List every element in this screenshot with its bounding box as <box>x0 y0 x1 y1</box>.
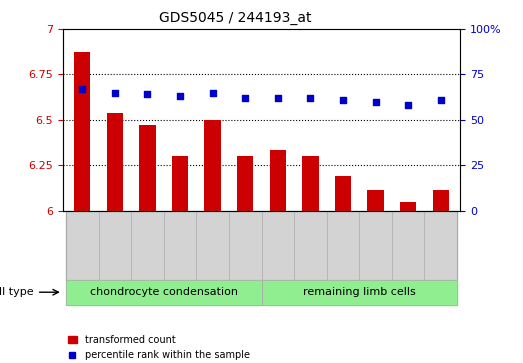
Point <box>209 90 217 95</box>
Point <box>143 91 152 97</box>
Point <box>176 93 184 99</box>
Bar <box>164 211 196 280</box>
Bar <box>392 211 424 280</box>
Point <box>78 86 86 92</box>
Bar <box>433 189 449 211</box>
Point <box>404 102 412 108</box>
Bar <box>262 280 457 305</box>
Point <box>111 90 119 95</box>
Bar <box>229 211 262 280</box>
Bar <box>131 211 164 280</box>
Bar <box>66 211 99 280</box>
Bar <box>400 202 416 211</box>
Bar <box>66 280 262 305</box>
Bar <box>107 113 123 211</box>
Bar <box>270 150 286 211</box>
Text: remaining limb cells: remaining limb cells <box>303 287 416 297</box>
Bar <box>302 156 319 211</box>
Legend: transformed count, percentile rank within the sample: transformed count, percentile rank withi… <box>67 335 250 360</box>
Text: GDS5045 / 244193_at: GDS5045 / 244193_at <box>159 11 312 25</box>
Point <box>306 95 314 101</box>
Bar <box>196 211 229 280</box>
Bar <box>66 211 457 280</box>
Bar <box>359 211 392 280</box>
Point <box>339 97 347 103</box>
Bar <box>74 52 90 211</box>
Point <box>241 95 249 101</box>
Point <box>274 95 282 101</box>
Bar <box>172 156 188 211</box>
Bar <box>367 189 384 211</box>
Bar <box>139 125 156 211</box>
Text: cell type: cell type <box>0 287 33 297</box>
Bar <box>262 211 294 280</box>
Point <box>371 99 380 105</box>
Bar <box>66 280 262 305</box>
Bar <box>294 211 327 280</box>
Bar <box>204 120 221 211</box>
Bar <box>424 211 457 280</box>
Bar <box>327 211 359 280</box>
Bar <box>237 156 253 211</box>
Bar <box>99 211 131 280</box>
Bar <box>262 280 457 305</box>
Point <box>437 97 445 103</box>
Text: chondrocyte condensation: chondrocyte condensation <box>90 287 238 297</box>
Bar <box>335 176 351 211</box>
